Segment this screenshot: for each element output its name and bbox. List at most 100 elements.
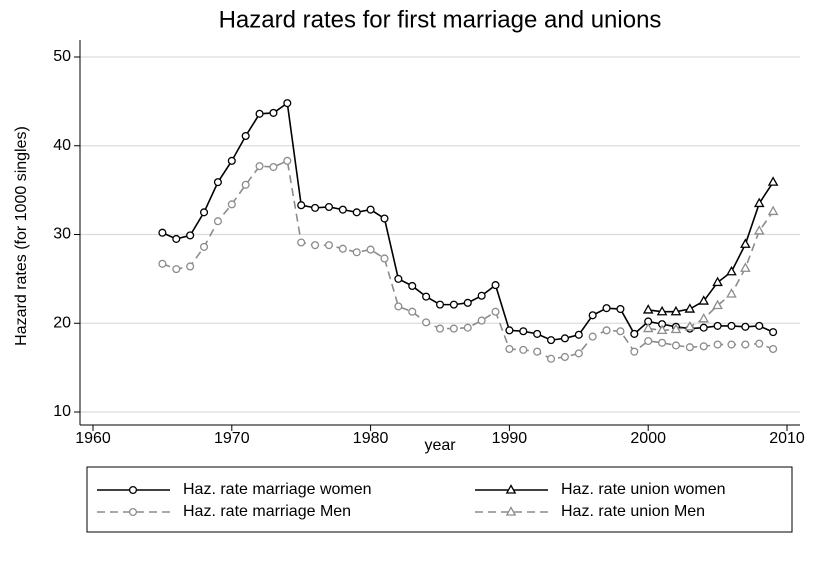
triangle-marker [684,320,696,331]
circle-marker [755,321,764,330]
circle-marker [199,242,209,251]
triangle-marker [740,262,751,272]
circle-marker [172,234,181,243]
circle-marker [519,345,528,354]
circle-marker [546,336,556,345]
legend-label: Haz. rate marriage women [183,481,372,498]
x-tick-label: 2000 [630,430,666,447]
circle-marker [449,300,458,309]
circle-marker [602,326,611,335]
circle-marker [283,156,292,165]
circle-marker [380,214,389,223]
triangle-marker [726,265,737,276]
circle-marker [658,338,667,347]
x-tick-label: 1990 [492,430,528,447]
y-tick-label: 30 [53,226,71,243]
circle-marker [283,99,292,108]
triangle-marker [698,312,710,323]
circle-marker [366,245,375,254]
circle-marker [519,327,528,336]
circle-marker [380,254,389,263]
circle-marker [435,300,445,309]
triangle-marker [753,197,765,208]
triangle-marker [684,303,696,313]
circle-marker [255,109,264,118]
circle-marker [311,203,320,212]
triangle-marker [712,276,723,287]
circle-marker [269,163,278,172]
circle-marker [560,352,569,362]
circle-marker [588,332,597,341]
circle-marker [213,178,222,187]
circle-marker [352,248,361,257]
triangle-marker [712,299,723,310]
circle-marker [408,307,417,316]
legend-marker [505,484,517,494]
circle-marker [172,265,181,274]
circle-marker [560,334,569,343]
circle-marker [713,340,722,349]
x-tick-label: 1970 [214,430,250,447]
circle-marker [422,318,431,327]
triangle-marker [670,305,682,316]
circle-marker [463,323,472,332]
circle-marker [297,201,306,210]
triangle-marker [767,205,779,216]
circle-marker [574,349,583,358]
legend-marker [505,506,517,516]
circle-marker [644,336,653,346]
circle-marker [158,259,167,268]
circle-marker [727,340,736,349]
triangle-marker [656,324,668,334]
circle-marker [324,241,334,250]
circle-marker [671,341,681,350]
circle-marker [630,347,639,356]
circle-marker [158,228,167,237]
y-tick-label: 40 [53,137,71,154]
legend-marker [128,507,138,517]
circle-marker [616,327,625,336]
circle-marker [435,324,445,333]
circle-marker [588,311,597,320]
circle-marker [769,344,778,354]
legend-label: Haz. rate marriage Men [183,503,351,520]
circle-marker [213,217,222,226]
circle-marker [699,323,708,332]
y-tick-label: 50 [53,48,71,65]
circle-marker [463,298,472,307]
x-tick-label: 1960 [75,430,111,447]
circle-marker [394,302,403,311]
circle-marker [699,342,708,351]
circle-marker [533,347,542,356]
circle-marker [227,156,236,165]
circle-marker [324,202,334,212]
triangle-marker [642,304,654,314]
circle-marker [685,343,694,352]
circle-marker [422,292,431,301]
x-axis-label: year [424,437,456,454]
circle-marker [241,131,250,141]
circle-marker [713,321,722,330]
legend-label: Haz. rate union women [561,481,726,498]
y-tick-label: 20 [53,314,71,331]
circle-marker [227,200,236,209]
circle-marker [616,304,625,314]
circle-marker [338,205,347,214]
x-tick-label: 1980 [353,430,389,447]
legend-marker [128,485,138,495]
circle-marker [505,344,514,354]
circle-marker [255,162,264,171]
circle-marker [352,208,361,217]
circle-marker [186,231,195,240]
x-tick-label: 2010 [769,430,805,447]
triangle-marker [726,288,737,298]
y-tick-label: 10 [53,403,71,420]
circle-marker [546,354,556,363]
circle-marker [338,244,347,253]
circle-marker [602,304,611,313]
y-axis-label: Hazard rates (for 1000 singles) [13,126,30,346]
circle-marker [199,208,209,217]
circle-marker [449,324,458,333]
circle-marker [491,281,500,290]
circle-marker [269,108,278,117]
